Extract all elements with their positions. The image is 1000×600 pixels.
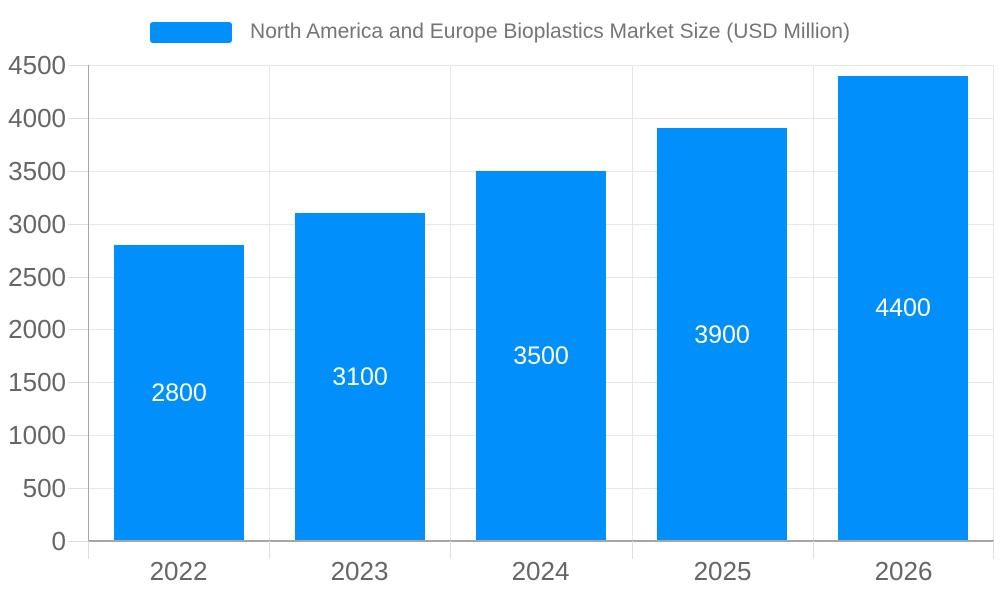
legend-swatch-icon (150, 21, 233, 43)
y-axis-tick (68, 118, 88, 119)
y-axis-label: 4500 (8, 50, 66, 80)
gridline-vertical (269, 65, 270, 541)
gridline-vertical (450, 65, 451, 541)
y-axis-tick (68, 329, 88, 330)
y-axis-label: 4000 (8, 103, 66, 133)
y-axis-tick (68, 277, 88, 278)
gridline-vertical (813, 65, 814, 541)
bar-2022[interactable] (114, 245, 244, 541)
x-axis-tick (632, 541, 633, 559)
legend[interactable]: North America and Europe Bioplastics Mar… (0, 15, 1000, 49)
y-axis-label: 1000 (8, 420, 66, 450)
x-axis-line (88, 540, 994, 542)
gridline-horizontal (88, 65, 994, 66)
y-axis-label: 1500 (8, 367, 66, 397)
y-axis-label: 2500 (8, 262, 66, 292)
gridline-horizontal (88, 118, 994, 119)
x-axis-tick (993, 541, 994, 559)
x-axis-label-2024: 2024 (511, 556, 570, 586)
y-axis-label: 3000 (8, 209, 66, 239)
y-axis-tick (68, 382, 88, 383)
y-axis-tick (68, 541, 88, 542)
x-axis-tick (88, 541, 89, 559)
y-axis-label: 2000 (8, 314, 66, 344)
bar-2026[interactable] (838, 76, 968, 541)
x-axis-label-2023: 2023 (330, 556, 389, 586)
y-axis-tick (68, 435, 88, 436)
y-axis-tick (68, 224, 88, 225)
x-axis-label-2025: 2025 (693, 556, 752, 586)
x-axis-tick (450, 541, 451, 559)
x-axis-tick (813, 541, 814, 559)
x-axis-tick (269, 541, 270, 559)
y-axis-label: 500 (22, 473, 66, 503)
legend-label: North America and Europe Bioplastics Mar… (250, 20, 850, 43)
y-axis-label: 0 (51, 526, 66, 556)
plot-area: 2800 3100 3500 3900 4400 (68, 65, 994, 559)
gridline-vertical (632, 65, 633, 541)
bar-2023[interactable] (295, 213, 425, 541)
x-axis-label-2026: 2026 (874, 556, 933, 586)
y-axis-tick (68, 65, 88, 66)
bar-2025[interactable] (657, 128, 787, 541)
y-axis-label: 3500 (8, 156, 66, 186)
x-axis: 2022 2023 2024 2025 2026 (88, 553, 994, 589)
x-axis-label-2022: 2022 (149, 556, 208, 586)
bar-2024[interactable] (476, 171, 606, 541)
y-axis-tick (68, 171, 88, 172)
y-axis: 0 500 1000 1500 2000 2500 3000 3500 4000 4500 (0, 50, 66, 556)
y-axis-line (88, 65, 89, 541)
gridline-vertical (993, 65, 994, 541)
y-axis-tick (68, 488, 88, 489)
